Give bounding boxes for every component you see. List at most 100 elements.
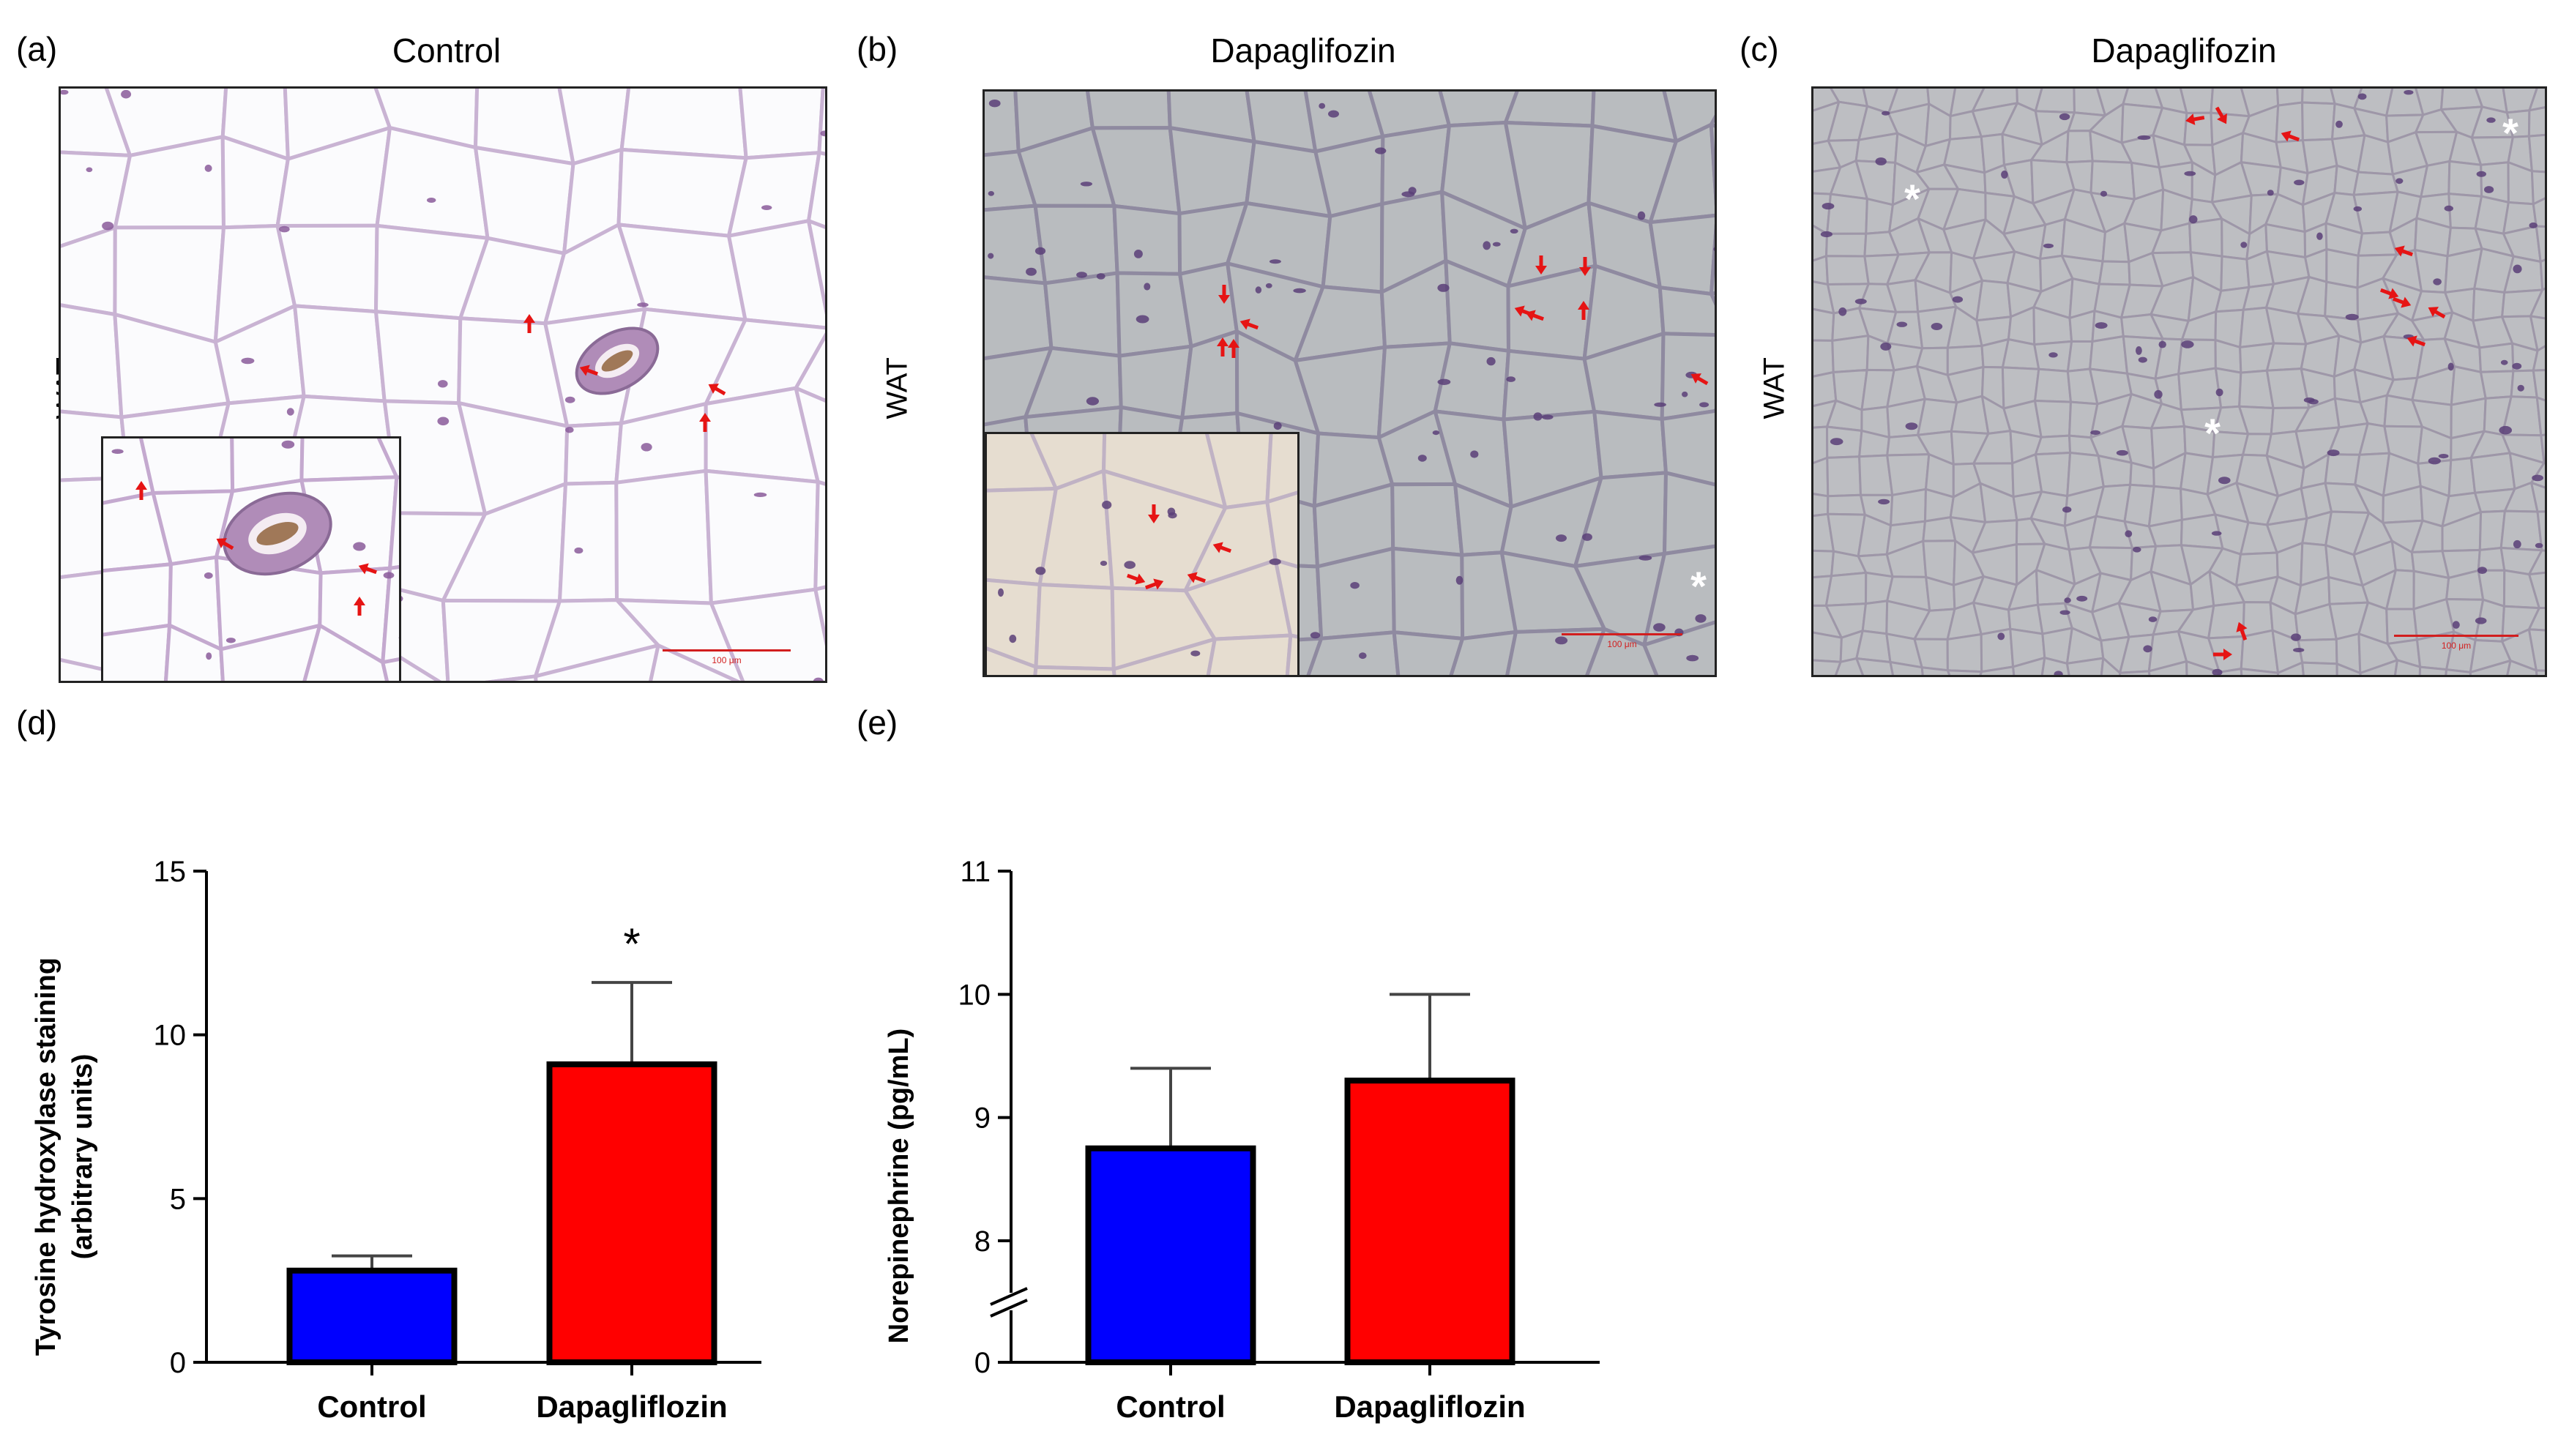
cell-nucleus	[2054, 671, 2063, 675]
cell-nucleus	[1455, 575, 1464, 585]
adipocyte-cell	[1658, 285, 1715, 337]
cell-nucleus	[1682, 391, 1688, 397]
cell-nucleus	[1293, 288, 1306, 294]
adipocyte-cell	[2098, 260, 2131, 286]
adipocyte-cell	[164, 623, 225, 681]
y-tick-label: 5	[170, 1183, 186, 1215]
cell-nucleus	[2218, 477, 2231, 485]
red-arrow-marker	[1578, 301, 1589, 320]
panel-label-e: (e)	[857, 703, 898, 742]
red-arrow-marker	[1217, 337, 1228, 356]
bar-control	[286, 1267, 458, 1365]
adipocyte-cell	[1855, 630, 1892, 663]
adipocyte-cell	[103, 623, 172, 681]
adipocyte-cell	[1834, 657, 1865, 675]
cell-nucleus	[2138, 356, 2147, 363]
cell-nucleus	[1009, 635, 1017, 643]
chart-e: Norepinephrine (pg/mL) 8 9 10 11 0 Control Dap…	[884, 856, 1600, 1424]
red-arrow-marker	[135, 481, 147, 500]
cell-nucleus	[204, 572, 213, 579]
cell-nucleus	[813, 677, 824, 681]
y-tick-label: 0	[974, 1347, 991, 1379]
cell-nucleus	[1096, 273, 1105, 280]
chart-e-plot: 8 9 10 11 0 Control Dapagliflozin	[958, 856, 1600, 1424]
adipocyte-cell	[2414, 249, 2449, 294]
cell-nucleus	[2335, 120, 2343, 128]
side-label-c: WAT	[1758, 357, 1791, 419]
cell-nucleus	[1417, 455, 1427, 462]
adipocyte-cell	[2506, 660, 2538, 675]
adipocyte-cell	[2089, 335, 2129, 375]
adipocyte-cell	[2447, 160, 2483, 198]
adipocyte-cell	[1033, 665, 1116, 675]
adipocyte-cell	[1946, 669, 1983, 675]
red-arrow-marker	[2392, 296, 2412, 308]
y-tick-label: 15	[154, 856, 187, 888]
cell-nucleus	[2517, 384, 2524, 392]
cell-nucleus	[2158, 340, 2166, 348]
cell-nucleus	[2048, 352, 2058, 358]
cell-nucleus	[564, 396, 575, 403]
cell-nucleus	[2316, 232, 2323, 240]
adipocyte-cell	[2528, 549, 2545, 576]
y-axis-title-d: Tyrosine hydroxylase staining (arbitrary…	[31, 957, 98, 1356]
adipocyte-cell	[1265, 434, 1297, 504]
cell-nucleus	[1133, 250, 1143, 258]
cell-nucleus	[637, 302, 649, 307]
adipocyte-cell	[293, 304, 387, 403]
cell-nucleus	[1952, 296, 1964, 303]
panel-label-d: (d)	[16, 703, 58, 742]
adipocyte-cell	[1826, 193, 1868, 235]
cell-nucleus	[2513, 540, 2521, 549]
cell-nucleus	[1168, 512, 1177, 519]
adipocyte-cell	[376, 438, 399, 479]
adipocyte-cell	[1648, 213, 1715, 296]
adipocyte-cell	[2532, 197, 2545, 228]
cell-nucleus	[2477, 567, 2487, 574]
blood-vessel	[223, 491, 332, 576]
adipocyte-cell	[1709, 122, 1715, 206]
chart-d-plot: 0 5 10 15 Control Dapagliflozin *	[154, 856, 761, 1424]
adipocyte-cell	[2385, 608, 2418, 645]
cell-nucleus	[988, 253, 994, 259]
adipocyte-cell	[2527, 606, 2545, 632]
adipocyte-cell	[2472, 287, 2506, 322]
panel-title-c: Dapaglifozin	[2091, 31, 2277, 70]
red-arrow-marker	[2379, 288, 2399, 299]
cell-nucleus	[1555, 636, 1568, 645]
cell-nucleus	[565, 427, 574, 433]
cell-nucleus	[1080, 182, 1092, 187]
adipocyte-cell	[1111, 637, 1217, 675]
adipocyte-cell	[727, 219, 825, 330]
cell-nucleus	[1269, 259, 1281, 264]
cell-nucleus	[1695, 614, 1707, 623]
adipocyte-cell	[1033, 204, 1119, 285]
adipocyte-cell	[2535, 396, 2545, 437]
cell-nucleus	[2133, 547, 2141, 553]
cell-nucleus	[1699, 402, 1709, 408]
adipocyte-cell	[704, 468, 820, 605]
red-arrow-marker	[579, 365, 599, 376]
red-arrow-marker	[2213, 649, 2232, 660]
adipocyte-cell	[2478, 342, 2515, 373]
cell-nucleus	[1136, 315, 1149, 324]
cell-nucleus	[1854, 299, 1867, 305]
panel-title-a: Control	[392, 31, 502, 70]
cell-nucleus	[1269, 558, 1281, 565]
cell-nucleus	[988, 191, 994, 196]
adipocyte-cell	[2034, 452, 2072, 498]
cell-nucleus	[61, 89, 69, 95]
cell-nucleus	[2148, 616, 2158, 622]
adipocyte-cell	[2530, 170, 2545, 206]
cell-nucleus	[761, 205, 772, 210]
cell-nucleus	[2513, 264, 2522, 274]
cell-nucleus	[2189, 215, 2198, 224]
red-arrow-marker	[2428, 307, 2446, 319]
cell-nucleus	[1100, 561, 1108, 566]
adipocyte-cell	[1112, 204, 1182, 276]
cell-nucleus	[2353, 206, 2362, 212]
adipocyte-cell	[1503, 92, 1596, 128]
cell-nucleus	[353, 542, 366, 551]
cell-nucleus	[1637, 211, 1646, 220]
micrograph-a-inset	[101, 436, 401, 681]
